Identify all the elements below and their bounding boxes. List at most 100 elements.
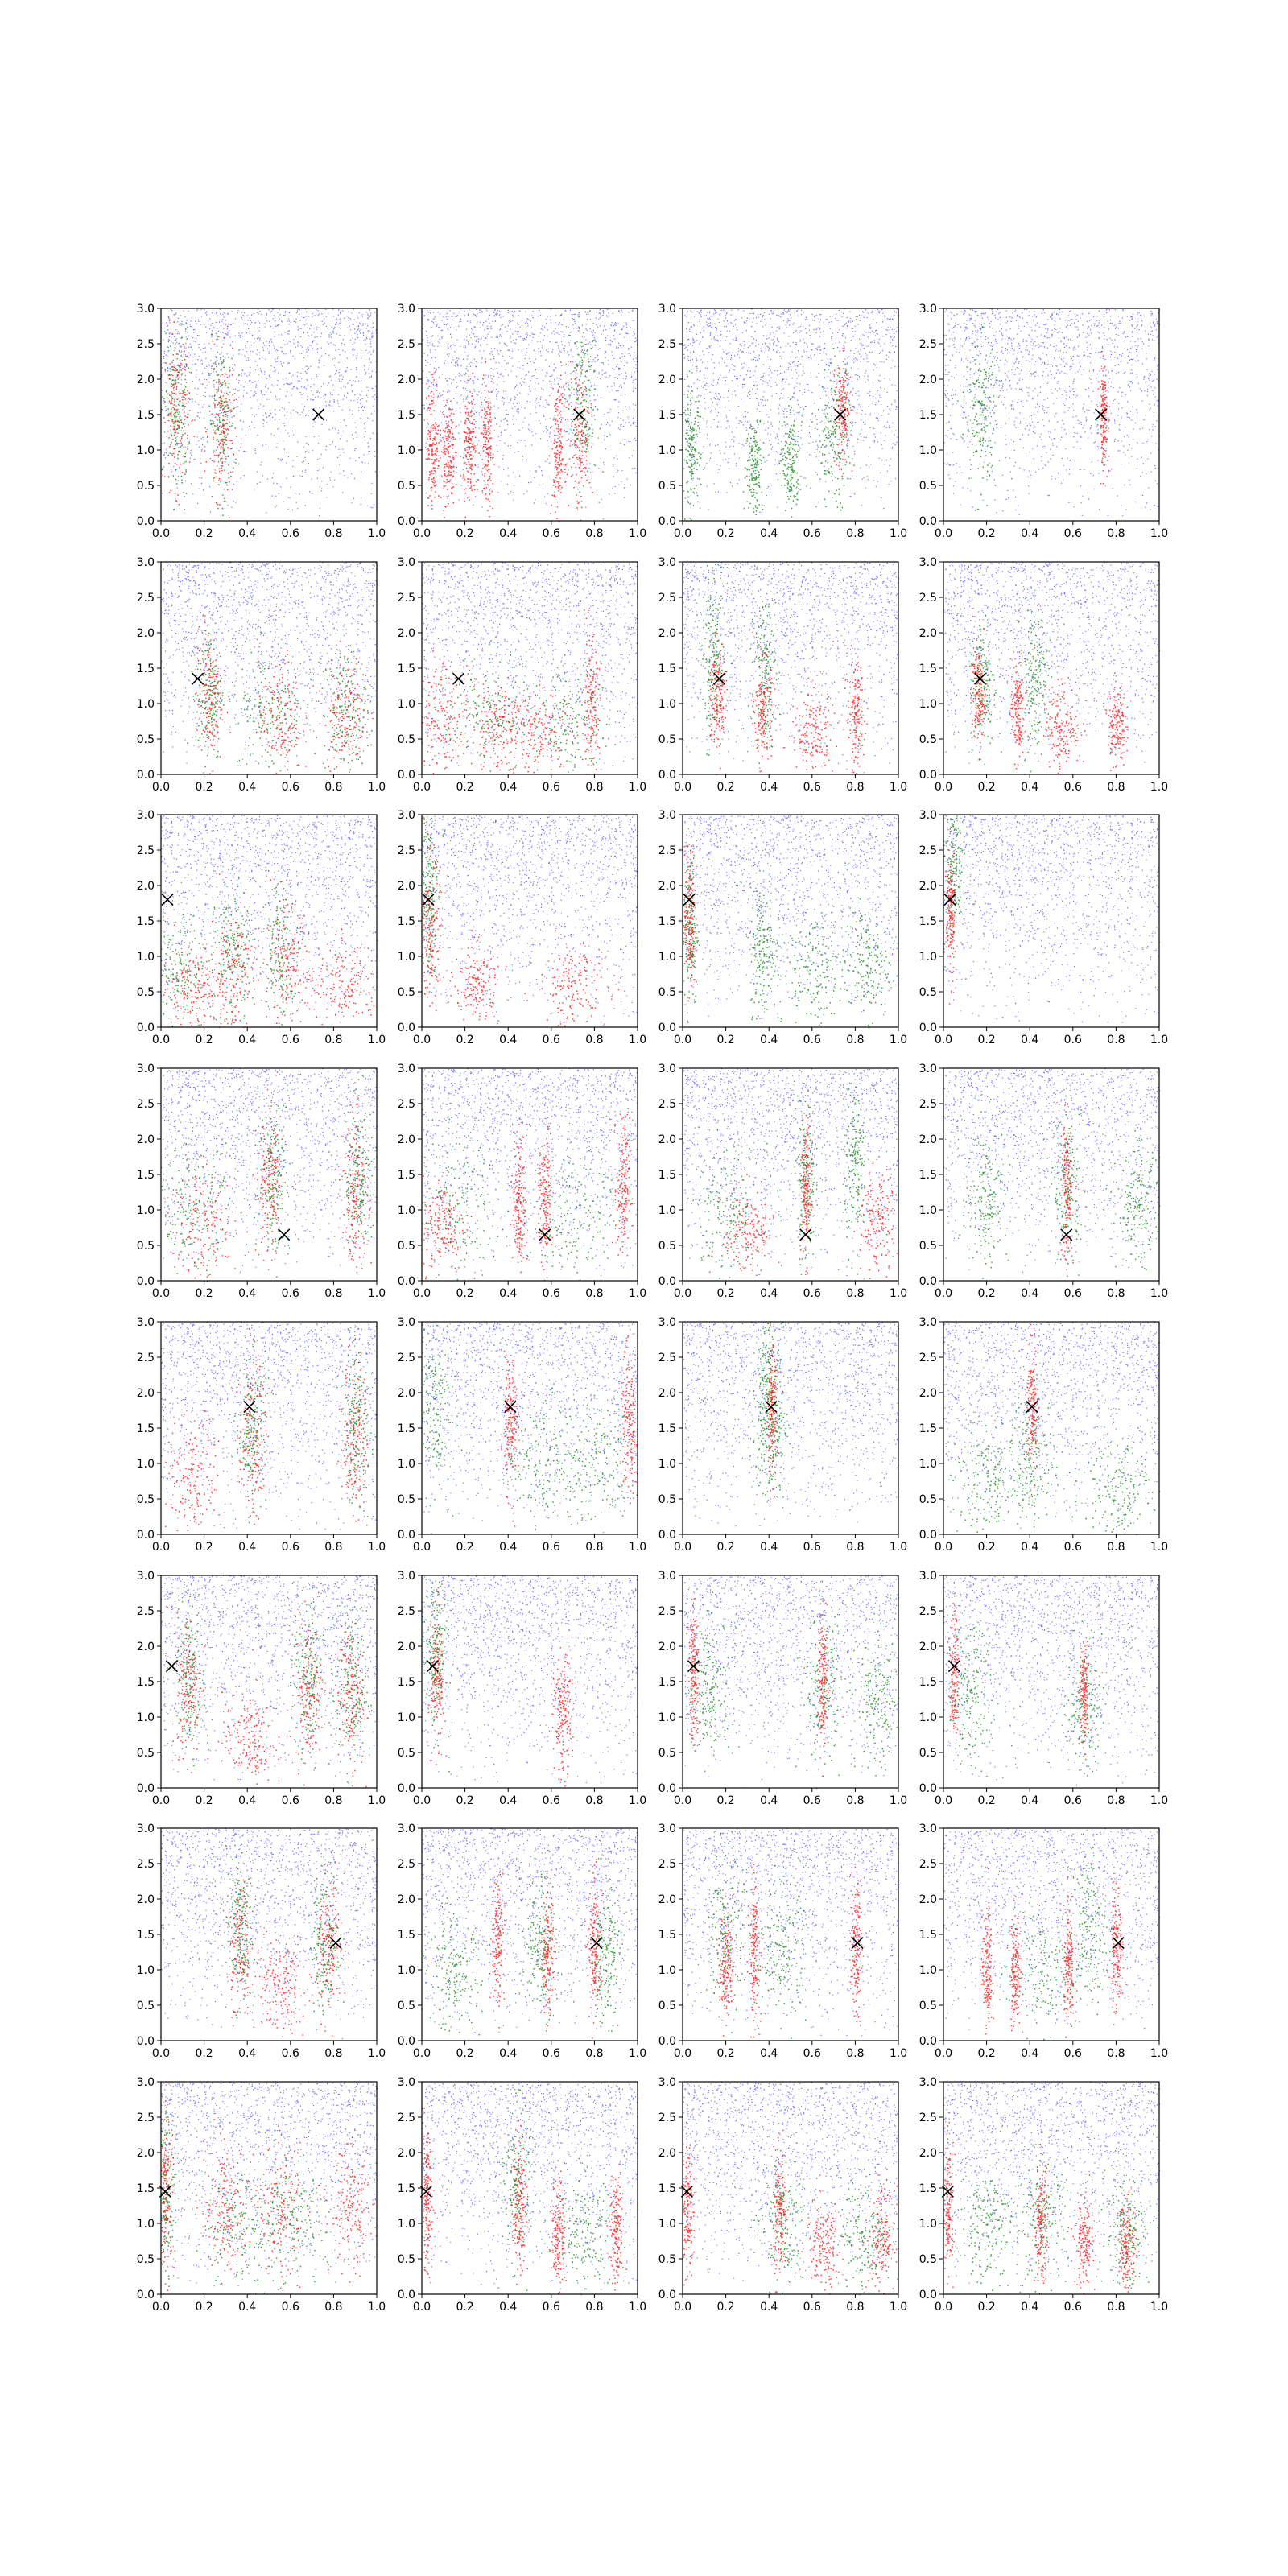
x-tick-label: 0.6 [543, 1794, 560, 1807]
x-tick-label: 0.8 [846, 1034, 864, 1046]
panel-r3-c1: 0.0 0.2 0.4 0.6 0.8 1.0 0.0 0.5 1.0 1.5 2.0 2.5 3.0 [137, 809, 386, 1046]
x-tick-label: 0.8 [585, 2301, 603, 2314]
y-tick-label: 1.0 [137, 2218, 155, 2231]
x-tick-label: 0.6 [543, 527, 560, 540]
x-tick-label: 0.0 [413, 1794, 431, 1807]
y-tick-label: 0.0 [137, 2035, 155, 2048]
red-points [683, 836, 697, 1002]
x-marker [799, 1228, 812, 1241]
panel-r3-c4: 0.0 0.2 0.4 0.6 0.8 1.0 0.0 0.5 1.0 1.5 2.0 2.5 3.0 [919, 809, 1168, 1046]
background-points [161, 1575, 378, 1781]
x-tick-label: 0.0 [152, 527, 170, 540]
x-tick-label: 0.0 [413, 2047, 431, 2060]
x-tick-label: 0.6 [543, 2047, 560, 2060]
x-tick-label: 0.2 [716, 1541, 734, 1554]
y-tick-label: 0.0 [919, 1782, 937, 1795]
y-tick-label: 1.5 [919, 1169, 937, 1182]
green-points [692, 1071, 869, 1279]
y-tick-label: 0.0 [658, 2035, 676, 2048]
green-points [683, 336, 866, 521]
x-tick-label: 0.8 [324, 2047, 342, 2060]
x-tick-label: 0.0 [935, 1541, 952, 1554]
y-tick-label: 1.5 [658, 663, 676, 675]
y-tick-label: 0.0 [137, 515, 155, 528]
x-marker [943, 894, 956, 906]
red-points [161, 2100, 378, 2291]
y-tick-label: 0.0 [658, 1275, 676, 1288]
y-tick-label: 3.0 [919, 1823, 937, 1835]
x-tick-label: 0.2 [195, 1287, 213, 1300]
x-tick-label: 0.8 [324, 527, 342, 540]
green-points [957, 308, 1002, 511]
x-tick-label: 0.4 [760, 527, 778, 540]
y-tick-label: 0.5 [919, 480, 937, 493]
y-tick-label: 0.5 [919, 733, 937, 746]
x-tick-label: 0.2 [716, 527, 734, 540]
x-tick-label: 1.0 [890, 2301, 907, 2314]
x-marker [1112, 1936, 1125, 1950]
axes-frame [943, 308, 1160, 522]
y-tick-label: 2.5 [919, 338, 937, 351]
x-tick-label: 0.6 [803, 1034, 821, 1046]
y-tick-label: 0.0 [658, 1022, 676, 1034]
x-tick-label: 1.0 [1150, 1541, 1168, 1554]
panel-r6-c1: 0.0 0.2 0.4 0.6 0.8 1.0 0.0 0.5 1.0 1.5 2.0 2.5 3.0 [137, 1570, 386, 1807]
axes-frame [682, 1067, 899, 1282]
background-points [943, 1575, 1160, 1784]
panel-r7-c2: 0.0 0.2 0.4 0.6 0.8 1.0 0.0 0.5 1.0 1.5 2.0 2.5 3.0 [398, 1823, 646, 2060]
x-tick-label: 0.2 [195, 2047, 213, 2060]
background-points [161, 308, 378, 517]
background-points [683, 562, 900, 774]
background-points [683, 1828, 900, 2037]
axes-frame [421, 2081, 638, 2295]
x-tick-label: 1.0 [1150, 1034, 1168, 1046]
x-tick-label: 0.6 [1064, 2047, 1082, 2060]
y-tick-label: 0.5 [398, 2253, 415, 2266]
y-tick-label: 3.0 [919, 1063, 937, 1075]
x-marker [452, 672, 465, 685]
x-marker [573, 408, 586, 421]
x-tick-label: 0.2 [977, 527, 995, 540]
x-tick-label: 0.4 [1021, 1287, 1038, 1300]
y-tick-label: 0.5 [658, 1493, 676, 1506]
y-tick-label: 2.5 [398, 1352, 415, 1364]
background-points [422, 1322, 638, 1534]
background-points [943, 562, 1161, 775]
x-tick-label: 1.0 [629, 1287, 646, 1300]
y-tick-label: 0.5 [398, 986, 415, 999]
x-marker [590, 1936, 603, 1950]
y-tick-label: 1.5 [137, 409, 155, 422]
y-tick-label: 1.0 [137, 1458, 155, 1471]
y-tick-label: 1.0 [658, 698, 676, 711]
x-tick-label: 0.6 [543, 781, 560, 794]
y-tick-label: 2.0 [398, 880, 415, 893]
background-points [943, 2082, 1161, 2295]
y-tick-label: 3.0 [137, 303, 155, 316]
axes-frame [421, 814, 638, 1028]
x-tick-label: 0.2 [977, 1794, 995, 1807]
x-tick-label: 0.4 [499, 1541, 517, 1554]
x-tick-label: 0.6 [1064, 527, 1082, 540]
y-tick-label: 3.0 [658, 1063, 676, 1075]
x-tick-label: 0.0 [413, 527, 431, 540]
y-tick-label: 1.0 [919, 1458, 937, 1471]
y-tick-label: 0.5 [658, 2253, 676, 2266]
red-points [687, 1598, 831, 1777]
y-tick-label: 3.0 [398, 809, 415, 822]
x-tick-label: 1.0 [1150, 2301, 1168, 2314]
x-tick-label: 1.0 [629, 781, 646, 794]
background-points [683, 815, 900, 1028]
y-tick-label: 0.0 [919, 2035, 937, 2048]
green-points [167, 1582, 372, 1784]
x-tick-label: 0.6 [803, 2301, 821, 2314]
x-marker [191, 672, 204, 685]
x-tick-label: 0.2 [716, 781, 734, 794]
y-tick-label: 0.5 [658, 2000, 676, 2013]
y-tick-label: 1.5 [137, 663, 155, 675]
y-tick-label: 2.0 [658, 627, 676, 640]
x-tick-label: 0.2 [716, 1794, 734, 1807]
y-tick-label: 2.5 [137, 844, 155, 857]
y-tick-label: 3.0 [658, 809, 676, 822]
x-tick-label: 0.0 [413, 1034, 431, 1046]
